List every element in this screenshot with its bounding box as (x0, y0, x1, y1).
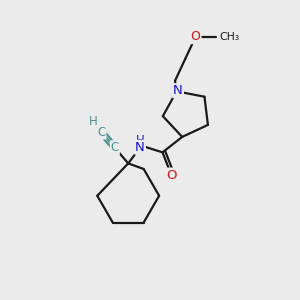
Text: C: C (97, 125, 106, 139)
Text: O: O (191, 30, 201, 43)
Text: N: N (173, 84, 183, 97)
Text: O: O (166, 169, 177, 182)
Text: H: H (136, 134, 144, 147)
Text: H: H (88, 116, 97, 128)
Text: N: N (135, 141, 145, 154)
Text: CH₃: CH₃ (220, 32, 240, 42)
Text: C: C (111, 141, 119, 154)
